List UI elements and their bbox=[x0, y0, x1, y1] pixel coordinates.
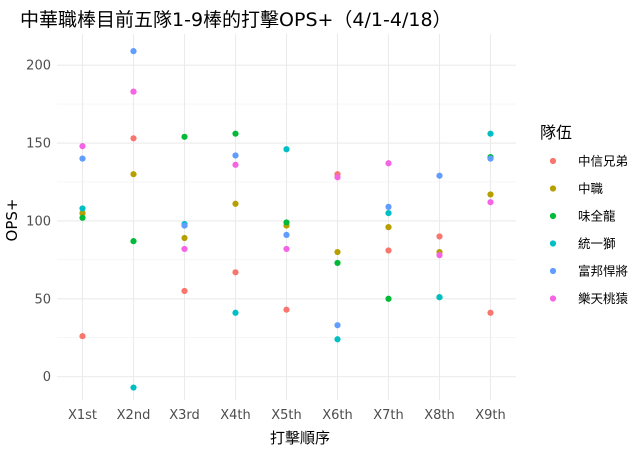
data-point bbox=[334, 322, 341, 329]
data-point bbox=[283, 231, 290, 239]
data-point bbox=[334, 336, 341, 343]
data-point bbox=[436, 172, 443, 179]
data-point bbox=[487, 191, 494, 198]
y-axis-title: OPS+ bbox=[3, 199, 21, 242]
data-point bbox=[130, 171, 137, 178]
legend-label: 富邦悍將 bbox=[578, 264, 628, 279]
x-tick-label: X2nd bbox=[117, 408, 151, 423]
y-tick-label: 100 bbox=[26, 214, 51, 229]
data-point bbox=[130, 238, 137, 245]
data-point bbox=[79, 333, 86, 340]
legend-label: 中信兄弟 bbox=[578, 154, 628, 169]
x-tick-label: X7th bbox=[373, 408, 404, 423]
legend-key bbox=[549, 240, 557, 247]
data-point bbox=[181, 287, 188, 295]
legend-title: 隊伍 bbox=[540, 123, 572, 142]
x-axis-ticks: X1st X2nd X3rd X4th X5th X6th X7th X8th X9th bbox=[68, 408, 506, 423]
data-point bbox=[181, 133, 188, 140]
y-tick-label: 50 bbox=[34, 292, 51, 307]
data-point bbox=[79, 205, 86, 212]
data-point bbox=[385, 224, 392, 231]
data-point bbox=[79, 210, 86, 217]
x-tick-label: X4th bbox=[220, 408, 251, 423]
legend-label: 統一獅 bbox=[578, 236, 616, 251]
data-point bbox=[385, 160, 392, 167]
data-point bbox=[130, 48, 137, 55]
data-point bbox=[385, 247, 392, 254]
x-tick-label: X3rd bbox=[169, 408, 200, 423]
legend-key bbox=[549, 157, 557, 165]
data-point bbox=[130, 384, 137, 391]
data-point bbox=[283, 306, 290, 313]
data-point bbox=[436, 233, 443, 240]
data-point bbox=[487, 199, 494, 206]
x-tick-label: X9th bbox=[475, 408, 506, 423]
data-point bbox=[181, 222, 188, 229]
x-tick-label: X6th bbox=[322, 408, 353, 423]
data-points bbox=[79, 48, 494, 391]
legend-label: 樂天桃猿 bbox=[578, 291, 629, 306]
legend-key bbox=[549, 212, 557, 220]
data-point bbox=[79, 155, 86, 162]
data-point bbox=[283, 219, 290, 226]
data-point bbox=[385, 210, 392, 217]
legend-label: 中職 bbox=[578, 181, 604, 196]
data-point bbox=[334, 248, 341, 256]
data-point bbox=[232, 200, 239, 207]
data-point bbox=[436, 294, 443, 301]
y-tick-label: 200 bbox=[26, 59, 51, 74]
x-axis-title: 打擊順序 bbox=[270, 429, 330, 447]
data-point bbox=[334, 174, 341, 181]
data-point bbox=[232, 152, 239, 159]
data-point bbox=[181, 234, 188, 242]
x-tick-label: X5th bbox=[271, 408, 302, 423]
chart-title: 中華職棒目前五隊1-9棒的打擊OPS+（4/1-4/18） bbox=[20, 9, 452, 31]
data-point bbox=[232, 269, 239, 276]
data-point bbox=[232, 130, 239, 137]
legend-key bbox=[549, 295, 557, 302]
data-point bbox=[79, 143, 86, 150]
data-point bbox=[283, 146, 290, 153]
data-point bbox=[232, 161, 239, 168]
data-point bbox=[181, 245, 188, 253]
y-tick-label: 0 bbox=[43, 370, 51, 385]
y-tick-label: 150 bbox=[26, 137, 51, 152]
x-tick-label: X1st bbox=[68, 408, 97, 423]
x-tick-label: X8th bbox=[424, 408, 455, 423]
data-point bbox=[283, 245, 290, 253]
legend-label: 味全龍 bbox=[578, 209, 616, 224]
legend-key bbox=[549, 267, 557, 275]
data-point bbox=[487, 155, 494, 162]
data-point bbox=[130, 135, 137, 142]
data-point bbox=[487, 130, 494, 137]
plot-panel bbox=[57, 34, 516, 400]
legend-key bbox=[549, 185, 557, 192]
data-point bbox=[334, 259, 341, 267]
data-point bbox=[232, 309, 239, 316]
data-point bbox=[130, 88, 137, 95]
data-point bbox=[487, 309, 494, 316]
y-axis-ticks: 0 50 100 150 200 bbox=[26, 59, 51, 385]
data-point bbox=[79, 214, 86, 221]
data-point bbox=[436, 252, 443, 259]
data-point bbox=[385, 203, 392, 210]
data-point bbox=[385, 295, 392, 302]
